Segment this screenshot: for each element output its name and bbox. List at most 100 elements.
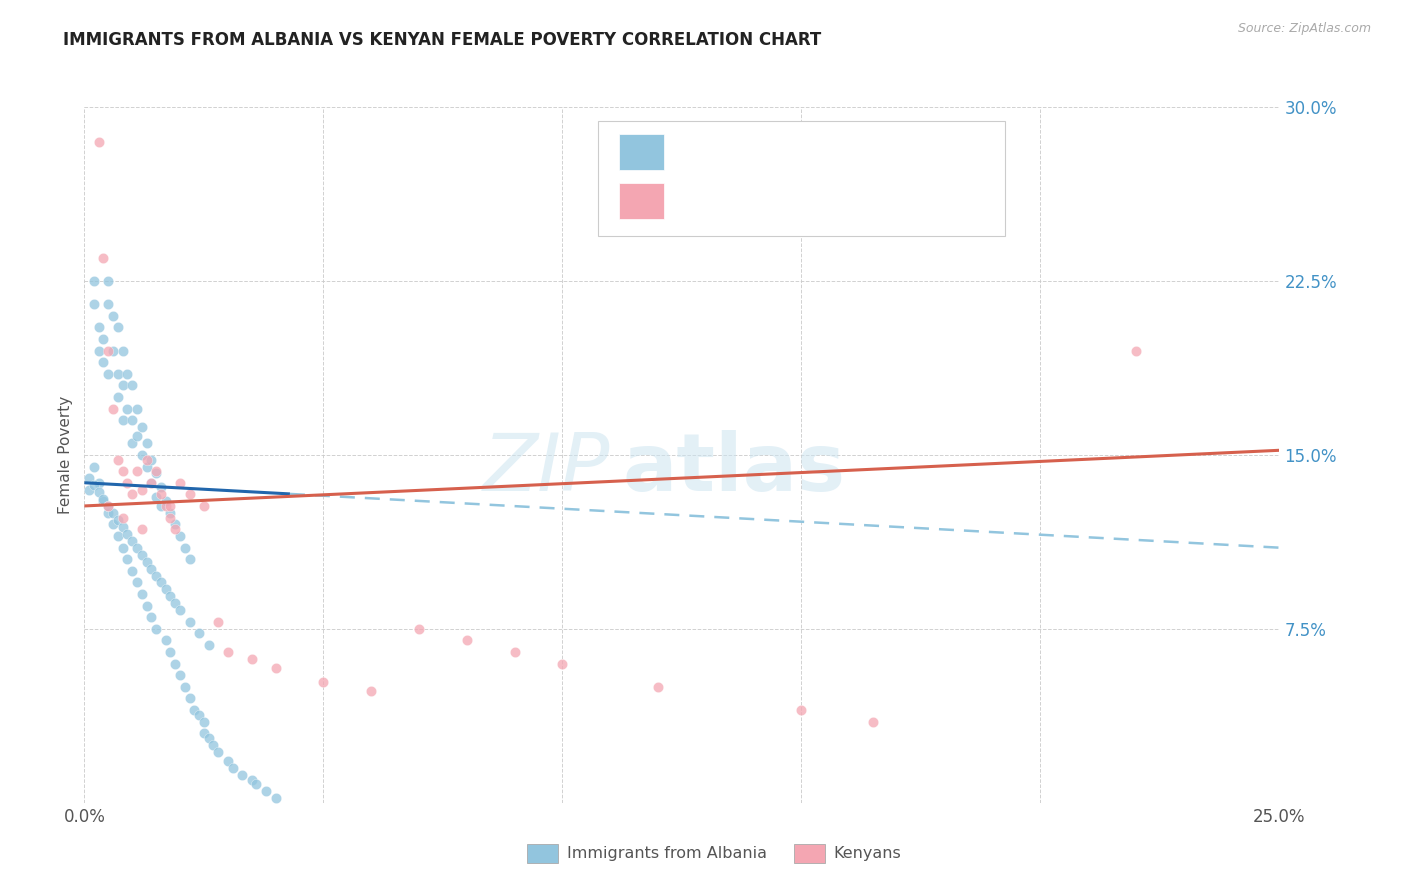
Point [141,475,163,490]
Point [264,791,287,805]
Point [456,633,478,648]
Point [117,367,139,381]
Text: N =: N = [855,143,891,161]
Point [193,499,215,513]
Point [93,251,115,265]
Point [101,517,124,532]
Point [125,429,148,443]
Point [165,522,187,536]
Point [141,475,163,490]
Point [647,680,669,694]
Point [179,691,201,706]
Point [111,343,134,358]
Point [131,522,153,536]
Point [135,555,157,569]
Point [111,520,134,534]
Point [87,320,110,334]
Point [155,494,177,508]
Text: IMMIGRANTS FROM ALBANIA VS KENYAN FEMALE POVERTY CORRELATION CHART: IMMIGRANTS FROM ALBANIA VS KENYAN FEMALE… [63,31,821,49]
FancyBboxPatch shape [599,121,1004,235]
Point [862,714,884,729]
Text: R =: R = [678,193,714,211]
Point [135,459,157,474]
Point [107,367,129,381]
Text: atlas: atlas [621,430,845,508]
Bar [619,134,664,169]
Point [77,471,100,485]
Point [145,568,167,582]
Point [408,622,430,636]
Point [97,274,120,288]
Point [107,390,129,404]
Point [87,343,110,358]
Point [135,599,157,613]
Text: N =: N = [855,193,891,211]
Point [121,533,143,548]
Bar [619,183,664,219]
Point [97,506,120,520]
Point [83,297,105,311]
Point [125,464,148,478]
Point [131,587,153,601]
Point [197,731,219,745]
Point [93,494,115,508]
Point [165,596,187,610]
Text: 38: 38 [920,193,943,211]
Point [87,475,110,490]
Point [93,332,115,346]
Point [117,401,139,416]
Point [179,487,201,501]
Point [131,420,153,434]
Point [135,436,157,450]
Point [121,564,143,578]
Point [217,754,239,768]
Point [93,491,115,506]
Point [97,297,120,311]
Point [131,483,153,497]
Point [264,661,287,675]
Point [111,413,134,427]
Point [97,499,120,513]
Point [202,738,225,752]
Point [125,575,148,590]
Text: 98: 98 [920,143,943,161]
Point [117,552,139,566]
Text: Immigrants from Albania: Immigrants from Albania [567,847,766,861]
Point [245,777,267,791]
Point [254,784,277,798]
Y-axis label: Female Poverty: Female Poverty [58,396,73,514]
Point [159,506,181,520]
Point [159,499,181,513]
Point [221,761,243,775]
Point [145,467,167,481]
Point [145,464,167,478]
Point [131,448,153,462]
Point [149,480,172,494]
Point [183,703,205,717]
Point [117,526,139,541]
Point [101,343,124,358]
Point [159,510,181,524]
Point [207,745,229,759]
Point [217,645,239,659]
Point [141,452,163,467]
Point [179,615,201,629]
Point [111,378,134,392]
Point [155,582,177,597]
Point [169,603,191,617]
Point [93,355,115,369]
Point [790,703,813,717]
Point [197,638,219,652]
Point [121,487,143,501]
Point [360,684,382,698]
Point [87,485,110,500]
Point [193,714,215,729]
Text: 0.070: 0.070 [745,193,803,211]
Point [141,561,163,575]
Point [111,464,134,478]
Point [121,378,143,392]
Point [111,541,134,555]
Point [145,622,167,636]
Point [551,657,574,671]
Point [97,499,120,513]
